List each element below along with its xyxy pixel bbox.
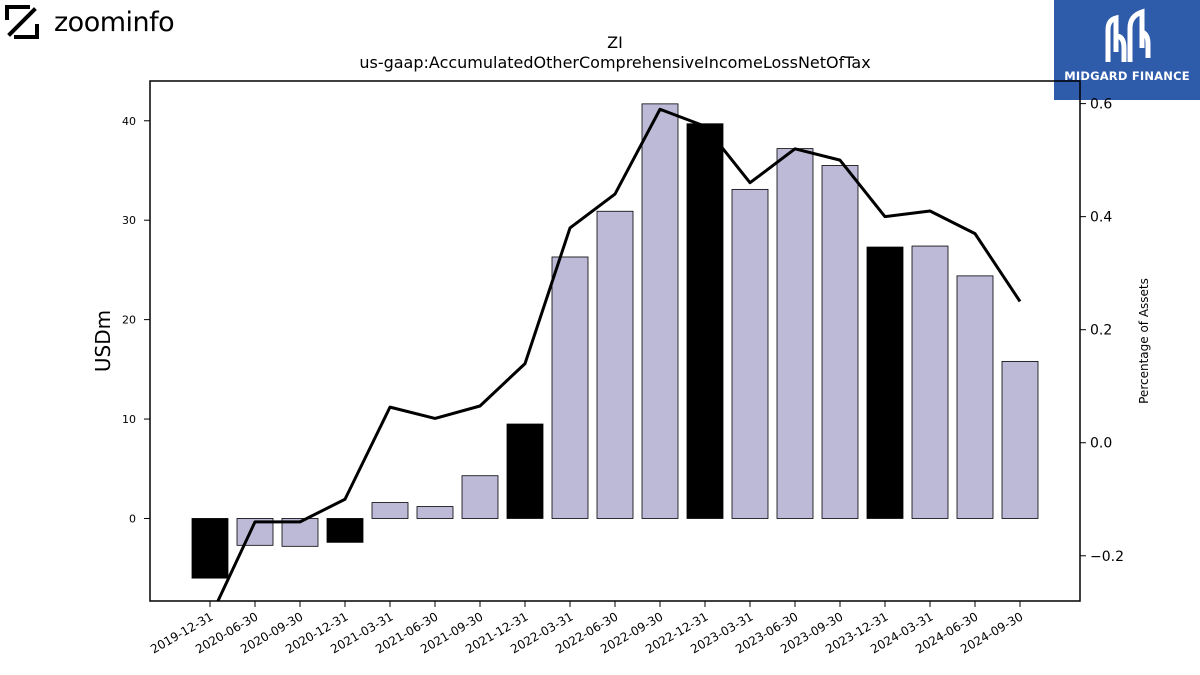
y2-tick-label: 0.2 <box>1090 323 1112 339</box>
y-axis-right: −0.2 0.0 0.2 0.4 0.6 <box>1080 97 1124 565</box>
bar-2023-12-31 <box>866 246 904 519</box>
bar-2023-09-30 <box>821 165 859 519</box>
bar-2024-03-31 <box>911 245 949 519</box>
y-tick-label: 30 <box>122 214 136 227</box>
y-tick-label: 10 <box>122 413 136 426</box>
zoominfo-mark-icon <box>5 5 39 39</box>
zoominfo-wordmark: zoominfo <box>54 6 175 38</box>
bar-2019-12-31 <box>191 518 229 579</box>
y2-tick-label: 0.6 <box>1090 97 1112 113</box>
bar-2022-09-30 <box>641 103 679 519</box>
bar-2021-03-31 <box>371 502 409 519</box>
y2-tick-label: −0.2 <box>1090 549 1124 565</box>
bar-2024-06-30 <box>956 275 994 519</box>
bar-2021-09-30 <box>461 475 499 519</box>
line-series <box>216 107 1022 601</box>
bar-2024-09-30 <box>1001 360 1039 519</box>
bar-2020-12-31 <box>326 518 364 543</box>
bar-2021-12-31 <box>506 423 544 519</box>
midgard-finance-wordmark: MIDGARD FINANCE <box>1064 69 1190 83</box>
y-tick-label: 40 <box>122 115 136 128</box>
bar-series <box>191 103 1039 579</box>
y-axis-label: USDm <box>91 310 115 372</box>
y2-tick-label: 0.4 <box>1090 210 1112 226</box>
y-tick-label: 0 <box>129 512 136 525</box>
line-percentage-of-assets <box>216 107 1022 601</box>
bar-2021-06-30 <box>416 506 454 519</box>
midgard-finance-logo: MIDGARD FINANCE <box>1054 0 1200 100</box>
x-axis: 2019-12-312020-06-302020-09-302020-12-31… <box>148 601 1026 656</box>
zoominfo-logo: zoominfo <box>4 2 175 42</box>
bar-2022-03-31 <box>551 256 589 519</box>
bar-2023-03-31 <box>731 188 769 519</box>
y2-axis-label: Percentage of Assets <box>1137 278 1151 404</box>
y2-tick-label: 0.0 <box>1090 436 1112 452</box>
bar-2022-12-31 <box>686 123 724 519</box>
bar-2022-06-30 <box>596 210 634 519</box>
bar-2023-06-30 <box>776 148 814 519</box>
chart-subtitle: us-gaap:AccumulatedOtherComprehensiveInc… <box>359 53 870 72</box>
chart-title: ZI <box>607 33 623 52</box>
y-axis-left: 0 10 20 30 40 <box>122 115 150 525</box>
y-tick-label: 20 <box>122 314 136 327</box>
midgard-mark-icon <box>1105 8 1151 62</box>
